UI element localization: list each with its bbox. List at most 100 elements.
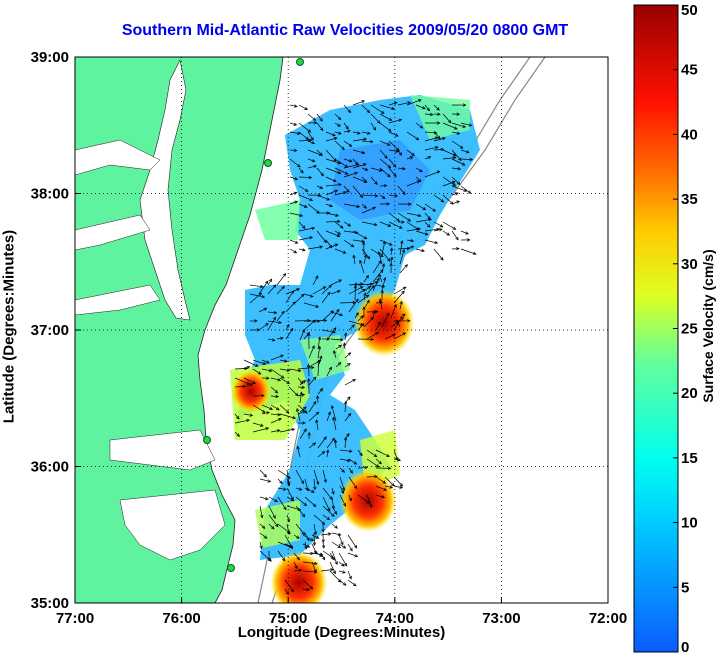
- velocity-arrow-head: [236, 415, 240, 420]
- velocity-arrow: [379, 221, 391, 227]
- velocity-arrow: [267, 311, 277, 314]
- velocity-arrow-head: [338, 183, 342, 187]
- velocity-arrow-head: [369, 504, 373, 508]
- velocity-arrow: [316, 194, 330, 201]
- velocity-arrow-head: [307, 378, 311, 382]
- velocity-arrow-head: [342, 582, 347, 586]
- station-marker: [227, 564, 235, 572]
- velocity-arrow: [347, 579, 357, 587]
- velocity-arrow-head: [315, 411, 320, 416]
- velocity-arrow: [293, 534, 300, 539]
- colorbar-tick-label: 10: [681, 515, 698, 532]
- velocity-arrow-head: [246, 366, 251, 370]
- velocity-arrow: [302, 534, 314, 541]
- velocity-arrow: [372, 260, 382, 274]
- grid: [75, 57, 608, 603]
- velocity-arrow-head: [456, 112, 461, 116]
- velocity-arrow: [308, 376, 317, 386]
- velocity-arrow-head: [319, 388, 324, 392]
- velocity-arrow-head: [376, 277, 380, 282]
- velocity-arrow-head: [327, 507, 331, 512]
- velocity-arrow-head: [465, 150, 470, 154]
- velocity-arrow: [370, 113, 381, 124]
- velocity-arrow: [277, 478, 283, 484]
- velocity-arrow-head: [263, 473, 267, 478]
- velocity-arrow: [304, 487, 315, 493]
- velocity-arrow-head: [359, 452, 363, 457]
- velocity-arrow: [322, 505, 335, 517]
- velocity-arrow: [393, 332, 406, 340]
- velocity-arrow: [344, 332, 347, 341]
- velocity-arrow: [334, 122, 341, 127]
- velocity-arrow-head: [410, 239, 415, 243]
- velocity-arrow: [348, 458, 357, 465]
- velocity-arrow: [357, 323, 365, 331]
- velocity-arrow: [243, 383, 253, 388]
- velocity-arrow: [352, 131, 361, 134]
- velocity-arrow: [295, 505, 306, 517]
- colorbar-tick-label: 45: [681, 62, 698, 79]
- velocity-arrow: [279, 368, 290, 372]
- velocity-arrow: [363, 254, 367, 265]
- velocity-arrow: [296, 408, 301, 422]
- velocity-arrow-head: [296, 445, 300, 450]
- velocity-arrow-head: [404, 264, 408, 268]
- velocity-arrow-head: [280, 375, 285, 379]
- velocity-arrow: [338, 561, 345, 567]
- velocity-arrow: [234, 431, 240, 437]
- velocity-arrow: [234, 413, 240, 420]
- velocity-arrow: [451, 167, 461, 170]
- velocity-arrow-head: [394, 133, 399, 137]
- velocity-arrow: [326, 327, 337, 341]
- velocity-arrow: [317, 395, 319, 404]
- velocity-arrow-head: [319, 185, 324, 189]
- velocity-arrow: [304, 532, 310, 541]
- velocity-arrow: [381, 263, 385, 274]
- velocity-arrow-head: [384, 155, 388, 159]
- velocity-arrow: [406, 131, 419, 141]
- velocity-arrow: [316, 185, 323, 189]
- velocity-arrow-head: [361, 100, 366, 104]
- velocity-arrow: [279, 413, 296, 419]
- velocity-arrow-head: [434, 145, 439, 150]
- velocity-arrow-head: [432, 208, 436, 212]
- velocity-arrow: [316, 149, 323, 156]
- velocity-arrow: [293, 561, 298, 569]
- colorbar-tick-label: 5: [681, 579, 689, 596]
- velocity-arrow: [276, 337, 284, 340]
- velocity-arrow: [286, 478, 290, 486]
- velocity-arrow: [267, 338, 275, 341]
- velocity-arrow-head: [348, 449, 353, 453]
- velocity-arrow-head: [267, 557, 271, 562]
- velocity-arrow: [433, 131, 441, 139]
- velocity-arrow-head: [308, 175, 313, 180]
- velocity-arrow: [379, 194, 386, 199]
- velocity-arrow: [357, 289, 366, 295]
- velocity-arrow-head: [436, 170, 441, 174]
- velocity-arrow: [298, 203, 308, 208]
- velocity-arrow-head: [462, 103, 467, 107]
- velocity-arrow: [348, 467, 353, 474]
- velocity-arrow-head: [407, 218, 412, 222]
- velocity-arrow-head: [306, 544, 311, 548]
- velocity-arrow-head: [254, 363, 259, 367]
- velocity-arrow-head: [294, 392, 299, 397]
- velocity-arrow-head: [341, 490, 345, 494]
- velocity-arrow: [339, 485, 345, 494]
- velocity-arrow: [288, 368, 301, 372]
- velocity-arrow-head: [382, 480, 387, 484]
- velocity-arrow: [298, 104, 308, 110]
- velocity-arrow-head: [266, 411, 270, 415]
- velocity-arrow: [372, 310, 375, 319]
- velocity-arrow-head: [310, 366, 315, 370]
- velocity-arrow-head: [316, 319, 321, 323]
- velocity-arrow-head: [380, 289, 384, 294]
- velocity-arrow: [399, 240, 403, 256]
- velocity-arrow-head: [366, 109, 371, 114]
- velocity-arrow: [460, 122, 472, 126]
- velocity-arrow-head: [396, 147, 400, 152]
- velocity-arrow-head: [294, 565, 298, 570]
- velocity-arrow: [334, 131, 342, 135]
- velocity-arrow-head: [269, 406, 274, 410]
- velocity-arrow: [384, 476, 395, 487]
